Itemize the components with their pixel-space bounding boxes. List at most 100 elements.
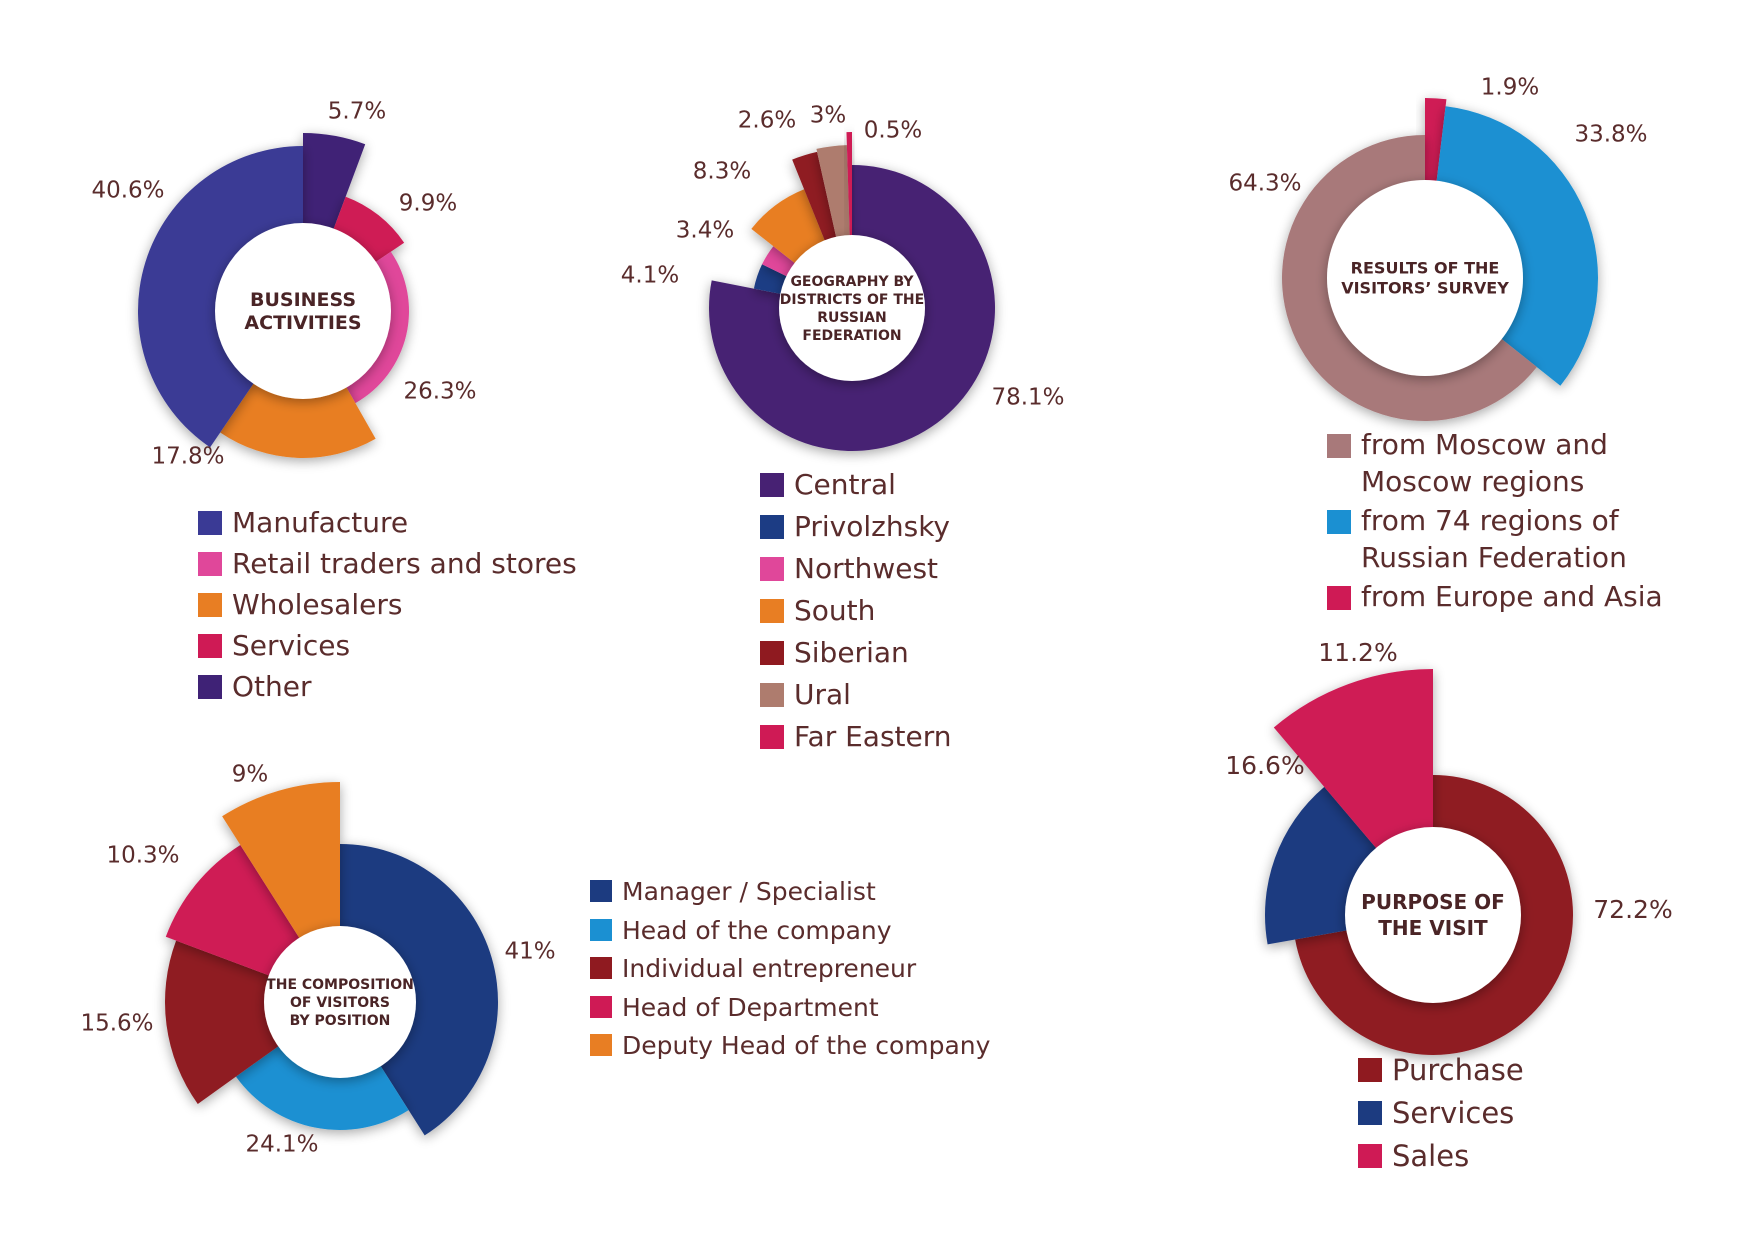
- center-disk: [1345, 827, 1521, 1003]
- legend-item-ural: Ural: [760, 677, 952, 719]
- legend-swatch: [760, 557, 784, 581]
- value-label-ural: 3%: [810, 103, 847, 129]
- legend-label: South: [794, 594, 876, 627]
- slice-privolzhsky: [753, 264, 790, 295]
- legend-item-from-europe-and-asia: from Europe and Asia: [1327, 579, 1663, 616]
- slice-sales: [1273, 669, 1433, 851]
- legend-swatch: [760, 683, 784, 707]
- value-label-sales: 11.2%: [1318, 638, 1397, 667]
- center-disk: [264, 926, 416, 1078]
- slice-far-eastern: [846, 132, 852, 240]
- legend-swatch: [1327, 585, 1351, 610]
- legend-item-head-of-department: Head of Department: [590, 991, 990, 1030]
- center-disk: [779, 235, 925, 381]
- slice-siberian: [792, 151, 837, 245]
- legend-label: Privolzhsky: [794, 510, 950, 543]
- value-label-far-eastern: 0.5%: [864, 118, 922, 144]
- legend-visitors-position: Manager / Specialist Head of the company I…: [590, 875, 990, 1068]
- legend-item-retail-traders-and-stores: Retail traders and stores: [198, 546, 577, 587]
- legend-label: Sales: [1392, 1139, 1470, 1173]
- legend-swatch: [198, 511, 222, 535]
- slice-northwest: [762, 246, 798, 278]
- value-label-wholesalers: 17.8%: [151, 444, 224, 470]
- legend-swatch: [590, 995, 612, 1018]
- chart-title: RESULTS OF THE VISITORS’ SURVEY: [1341, 259, 1509, 298]
- chart-business: BUSINESS ACTIVITIES 40.6% 26.3% 17.8% 9.9% 5.7…: [91, 99, 476, 470]
- legend-swatch: [1358, 1144, 1382, 1168]
- slice-from-europe-and-asia: [1425, 98, 1447, 185]
- slice-manufacture: [138, 146, 303, 448]
- value-label-from-moscow-and-moscow-regions: 64.3%: [1228, 171, 1301, 197]
- legend-item-purchase: Purchase: [1358, 1051, 1524, 1094]
- legend-item-individual-entrepreneur: Individual entrepreneur: [590, 952, 990, 991]
- value-label-other: 5.7%: [328, 99, 386, 125]
- legend-item-central: Central: [760, 467, 952, 509]
- legend-label: Siberian: [794, 636, 909, 669]
- legend-business-activities: Manufacture Retail traders and stores Whol…: [198, 505, 577, 710]
- value-label-retail-traders-and-stores: 26.3%: [403, 379, 476, 405]
- legend-purpose-of-visit: Purchase Services Sales: [1358, 1051, 1524, 1180]
- legend-label: Other: [232, 670, 312, 703]
- legend-swatch: [760, 599, 784, 623]
- legend-swatch: [198, 552, 222, 576]
- chart-title: PURPOSE OF THE VISIT: [1361, 890, 1505, 940]
- legend-label: Northwest: [794, 552, 939, 585]
- legend-label: Ural: [794, 678, 851, 711]
- legend-swatch: [198, 593, 222, 617]
- legend-item-services: Services: [198, 628, 577, 669]
- legend-item-from-74-regions-of-russian-federation: from 74 regions of Russian Federation: [1327, 503, 1663, 577]
- value-label-from-europe-and-asia: 1.9%: [1481, 75, 1539, 101]
- legend-label: Far Eastern: [794, 720, 952, 753]
- legend-swatch: [760, 515, 784, 539]
- legend-label: Deputy Head of the company: [622, 1031, 991, 1060]
- value-label-head-of-the-company: 24.1%: [245, 1132, 318, 1158]
- value-label-purchase: 72.2%: [1593, 895, 1672, 924]
- value-label-central: 78.1%: [991, 385, 1064, 411]
- legend-label: Central: [794, 468, 896, 501]
- chart-position: THE COMPOSITION OF VISITORS BY POSITION 41%…: [80, 762, 555, 1158]
- value-label-services: 16.6%: [1225, 751, 1304, 780]
- chart-geography: GEOGRAPHY BY DISTRICTS OF THE RUSSIAN FEDER…: [621, 103, 1065, 451]
- value-label-siberian: 2.6%: [738, 108, 796, 134]
- value-label-northwest: 3.4%: [676, 218, 734, 244]
- legend-swatch: [198, 634, 222, 658]
- value-label-manufacture: 40.6%: [91, 178, 164, 204]
- legend-label: Wholesalers: [232, 588, 403, 621]
- chart-title: THE COMPOSITION OF VISITORS BY POSITION: [266, 977, 414, 1029]
- legend-label: from Europe and Asia: [1361, 579, 1663, 613]
- legend-label: from 74 regions of Russian Federation: [1361, 503, 1627, 574]
- legend-swatch: [1327, 434, 1351, 458]
- legend-label: Individual entrepreneur: [622, 954, 917, 983]
- legend-swatch: [760, 725, 784, 749]
- legend-item-northwest: Northwest: [760, 551, 952, 593]
- legend-item-sales: Sales: [1358, 1137, 1524, 1180]
- slice-head-of-the-company: [235, 1043, 409, 1130]
- value-label-services: 9.9%: [399, 191, 457, 217]
- slice-deputy-head-of-the-company: [222, 782, 340, 942]
- legend-visitors-survey: from Moscow and Moscow regions from 74 re…: [1327, 427, 1663, 618]
- legend-item-wholesalers: Wholesalers: [198, 587, 577, 628]
- center-disk: [215, 223, 391, 399]
- legend-swatch: [198, 675, 222, 699]
- legend-item-deputy-head-of-the-company: Deputy Head of the company: [590, 1029, 990, 1068]
- legend-swatch: [760, 641, 784, 665]
- legend-swatch: [760, 473, 784, 497]
- legend-item-siberian: Siberian: [760, 635, 952, 677]
- legend-item-far-eastern: Far Eastern: [760, 719, 952, 761]
- center-disk: [1327, 180, 1523, 376]
- slice-south: [751, 189, 827, 266]
- value-label-south: 8.3%: [693, 159, 751, 185]
- legend-geography: Central Privolzhsky Northwest South Siberian…: [760, 467, 952, 761]
- slice-from-moscow-and-moscow-regions: [1282, 135, 1537, 421]
- legend-label: Manufacture: [232, 506, 409, 539]
- value-label-deputy-head-of-the-company: 9%: [232, 762, 269, 788]
- legend-item-services: Services: [1358, 1094, 1524, 1137]
- legend-item-south: South: [760, 593, 952, 635]
- legend-item-head-of-the-company: Head of the company: [590, 914, 990, 953]
- legend-swatch: [590, 1034, 612, 1056]
- legend-swatch: [590, 957, 612, 979]
- chart-purpose: PURPOSE OF THE VISIT 72.2% 16.6% 11.2%: [1225, 638, 1673, 1055]
- legend-item-from-moscow-and-moscow-regions: from Moscow and Moscow regions: [1327, 427, 1663, 501]
- slice-wholesalers: [220, 380, 376, 458]
